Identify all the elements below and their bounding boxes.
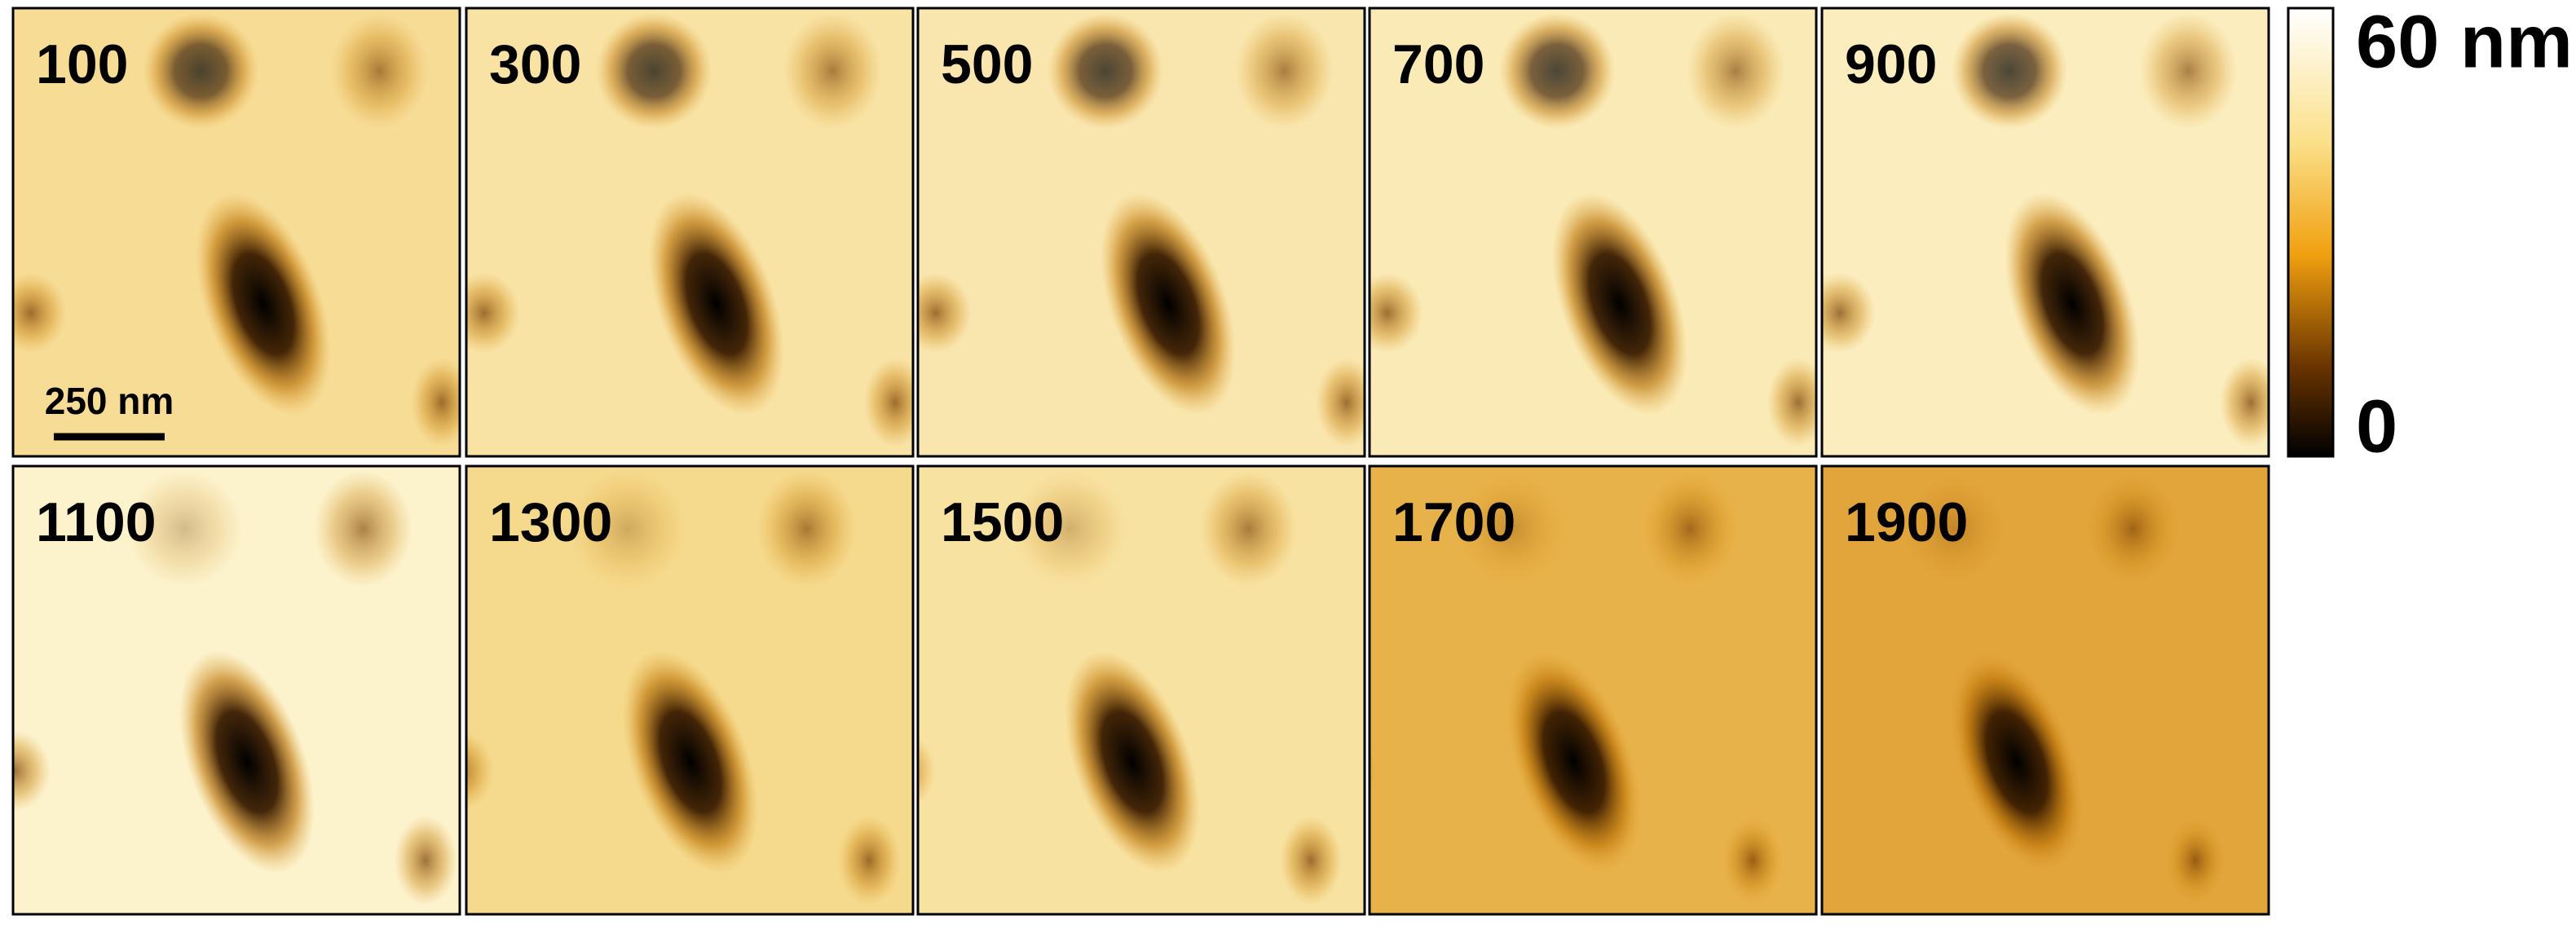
feature	[622, 650, 758, 874]
feature	[648, 192, 784, 416]
panel-label: 300	[489, 33, 581, 95]
panel-frame	[1820, 7, 2270, 458]
feature	[466, 272, 520, 354]
panel-frame	[465, 7, 915, 458]
feature	[1315, 358, 1365, 447]
feature	[1551, 192, 1687, 416]
feature	[837, 816, 901, 905]
panel-frame	[1368, 464, 1818, 916]
feature	[142, 12, 259, 130]
feature	[410, 358, 460, 447]
panel-frame	[1820, 464, 2270, 916]
feature	[1235, 12, 1334, 130]
feature	[314, 470, 412, 588]
feature	[195, 192, 331, 416]
feature	[918, 736, 936, 806]
scale-bar-label: 250 nm	[45, 380, 174, 422]
feature	[595, 12, 712, 130]
feature	[863, 358, 913, 447]
feature	[1370, 745, 1378, 797]
panel	[1370, 466, 1816, 914]
feature	[2139, 12, 2238, 130]
feature	[1370, 272, 1423, 354]
feature	[1687, 12, 1785, 130]
panel	[13, 466, 460, 914]
feature	[394, 816, 457, 905]
panel	[466, 8, 913, 456]
panel-label: 900	[1845, 33, 1937, 95]
panel-label: 700	[1392, 33, 1484, 95]
feature	[1822, 272, 1876, 354]
panel-label: 1700	[1392, 491, 1515, 553]
panel-label: 1900	[1845, 491, 1968, 553]
feature	[126, 470, 243, 588]
panel	[918, 466, 1365, 914]
feature	[2084, 470, 2182, 588]
panel-frame	[916, 464, 1366, 916]
feature	[1506, 650, 1642, 874]
panel-frame	[1368, 7, 1818, 458]
feature	[1641, 470, 1740, 588]
panel-label: 1300	[489, 491, 612, 553]
panel	[466, 466, 913, 914]
panel	[13, 8, 460, 456]
feature	[783, 12, 882, 130]
colorbar	[2287, 7, 2335, 458]
panel	[1370, 8, 1816, 456]
panel-label: 1100	[36, 491, 157, 553]
feature	[757, 470, 856, 588]
feature	[1011, 470, 1128, 588]
feature	[2219, 358, 2269, 447]
panel-label: 500	[941, 33, 1033, 95]
feature	[2164, 816, 2227, 905]
feature	[1279, 816, 1343, 905]
feature	[1100, 192, 1236, 416]
panel	[918, 8, 1365, 456]
feature	[1064, 650, 1200, 874]
feature	[179, 650, 315, 874]
panel-frame	[916, 7, 1366, 458]
feature	[1199, 470, 1298, 588]
panel-frame	[11, 464, 461, 916]
panel	[1822, 466, 2269, 914]
feature	[1767, 358, 1816, 447]
feature	[1453, 470, 1570, 588]
panel	[1822, 8, 2269, 456]
panel-label: 100	[36, 33, 128, 95]
panel-frame	[11, 7, 461, 458]
feature	[2004, 192, 2140, 416]
panel-label: 1500	[941, 491, 1064, 553]
feature	[1047, 12, 1164, 130]
feature	[569, 470, 686, 588]
feature	[13, 272, 67, 354]
feature	[1951, 12, 2068, 130]
feature	[1948, 650, 2084, 874]
feature	[466, 731, 494, 811]
feature	[1721, 816, 1784, 905]
feature	[330, 12, 429, 130]
feature	[13, 730, 51, 812]
feature	[1895, 470, 2013, 588]
colorbar-min-label: 0	[2356, 385, 2397, 468]
feature	[918, 272, 972, 354]
feature	[1498, 12, 1616, 130]
panel-frame	[465, 464, 915, 916]
colorbar-max-label: 60 nm	[2356, 0, 2573, 83]
